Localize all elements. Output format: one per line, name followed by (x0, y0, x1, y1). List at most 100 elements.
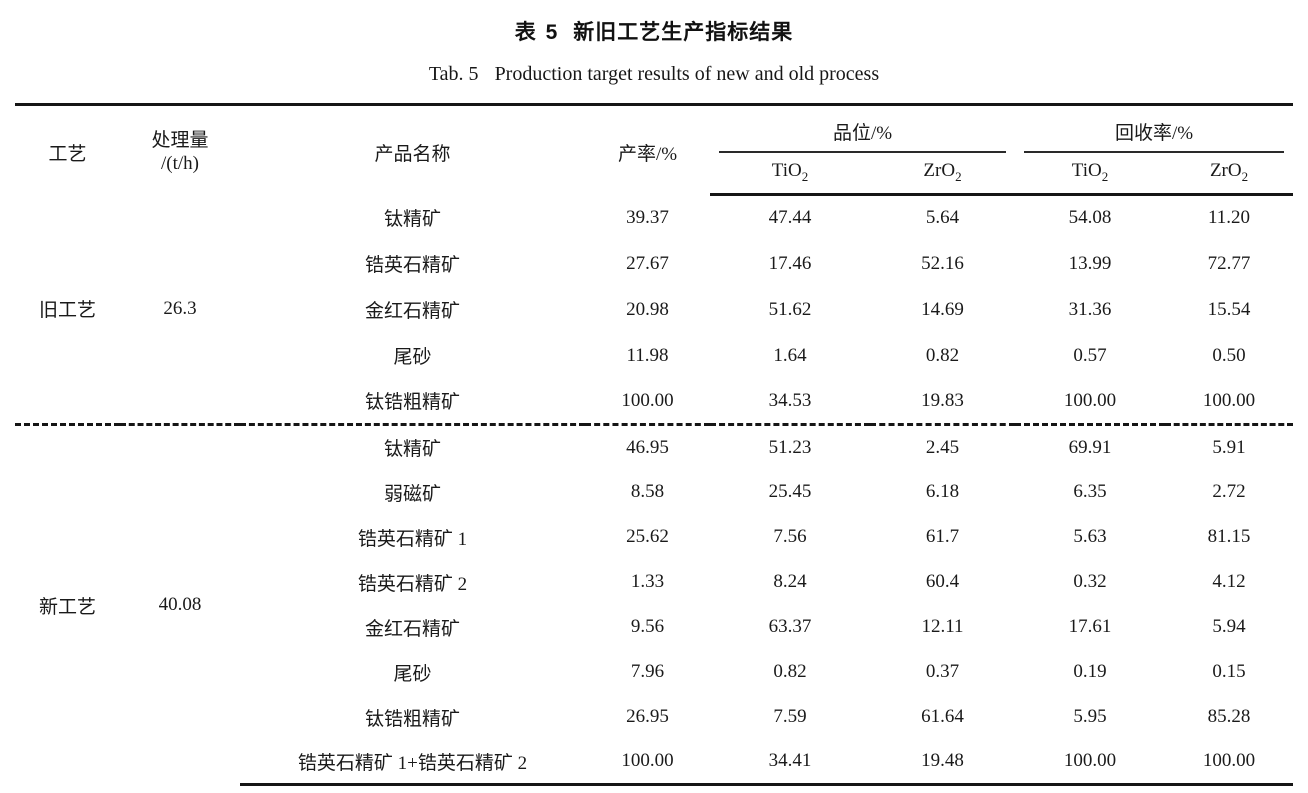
tio2-subscript: 2 (801, 169, 809, 185)
yield-value: 39.37 (626, 206, 669, 228)
yield-value: 100.00 (585, 739, 710, 786)
old-process-block: 旧工艺 26.3 钛精矿 39.37 47.44 5.64 54.08 11.2… (15, 195, 1293, 425)
production-results-table: 工艺 处理量 /(t/h) 产品名称 产率/% 品位/% 回收率/% TiO2 … (15, 103, 1294, 786)
tio2-formula: TiO (1071, 160, 1102, 182)
recovery-zro2-value: 81.15 (1207, 526, 1251, 547)
yield-value: 25.62 (626, 526, 669, 547)
recovery-zro2-value: 15.54 (1207, 298, 1251, 320)
tio2-formula: TiO (771, 160, 802, 182)
zro2-formula: ZrO (923, 160, 956, 182)
table-row: 钛锆粗精矿 100.00 34.53 19.83 100.00 100.00 (15, 379, 1293, 425)
grade-tio2-value: 34.41 (710, 739, 870, 786)
grade-zro2-value: 52.16 (921, 252, 964, 274)
col-header-recovery-tio2: TiO2 (1015, 152, 1166, 196)
recovery-tio2-value: 6.35 (1073, 481, 1107, 502)
recovery-zro2-value: 2.72 (1212, 481, 1246, 502)
yield-value: 9.56 (630, 616, 665, 637)
recovery-tio2-value: 5.95 (1073, 706, 1107, 727)
grade-tio2-value: 1.64 (773, 344, 807, 366)
recovery-zro2-value: 0.15 (1212, 661, 1246, 682)
recovery-zro2-value: 100.00 (1165, 739, 1294, 786)
yield-value: 20.98 (626, 298, 669, 320)
col-header-throughput: 处理量 /(t/h) (120, 105, 240, 195)
grade-zro2-value: 12.11 (921, 616, 964, 637)
recovery-zro2-value: 4.12 (1212, 571, 1246, 592)
recovery-zro2-value: 0.50 (1212, 344, 1246, 366)
table-title-en: Production target results of new and old… (494, 63, 880, 85)
product-name: 锆英石精矿 (364, 255, 460, 276)
col-header-recovery-zro2: ZrO2 (1165, 152, 1294, 196)
tio2-subscript: 2 (1101, 169, 1109, 185)
zro2-formula: ZrO (1209, 160, 1242, 182)
grade-tio2-value: 7.59 (773, 706, 807, 727)
table-row: 锆英石精矿 2 1.33 8.24 60.4 0.32 4.12 (15, 560, 1293, 605)
throughput-label-line2: /(t/h) (161, 153, 199, 175)
product-name: 钛精矿 (240, 423, 585, 470)
grade-tio2-value: 17.46 (768, 252, 812, 274)
recovery-tio2-value: 5.63 (1073, 526, 1107, 547)
grade-zro2-value: 6.18 (925, 481, 960, 502)
yield-value: 46.95 (585, 423, 710, 470)
product-name: 锆英石精矿 2 (357, 573, 468, 595)
col-header-product-name: 产品名称 (374, 143, 451, 165)
new-process-block: 新工艺 40.08 钛精矿 46.95 51.23 2.45 69.91 5.9… (15, 423, 1294, 786)
grade-tio2-value: 34.53 (768, 389, 812, 411)
yield-value: 7.96 (630, 661, 665, 682)
throughput-old: 26.3 (163, 297, 197, 319)
col-header-process: 工艺 (48, 143, 87, 165)
product-name: 钛锆粗精矿 (364, 708, 460, 730)
recovery-tio2-value: 0.19 (1073, 661, 1107, 682)
grade-zro2-value: 61.7 (925, 526, 960, 547)
table-row: 弱磁矿 8.58 25.45 6.18 6.35 2.72 (15, 470, 1293, 515)
grade-tio2-value: 47.44 (768, 207, 812, 229)
product-name: 钛锆粗精矿 (364, 392, 460, 414)
grade-zro2-value: 61.64 (921, 706, 964, 727)
table-row: 锆英石精矿 27.67 17.46 52.16 13.99 72.77 (15, 241, 1293, 287)
grade-zro2-value: 60.4 (925, 571, 960, 592)
grade-zro2-value: 0.82 (925, 344, 960, 366)
col-header-grade-zro2: ZrO2 (870, 152, 1016, 196)
yield-value: 1.33 (630, 571, 665, 592)
zro2-subscript: 2 (955, 169, 962, 185)
grade-tio2-value: 8.24 (773, 571, 807, 592)
grade-tio2-value: 25.45 (768, 481, 812, 502)
product-name: 锆英石精矿 1 (357, 528, 468, 550)
recovery-zro2-value: 100.00 (1202, 389, 1256, 411)
recovery-tio2-value: 0.32 (1073, 571, 1107, 592)
yield-value: 26.95 (626, 706, 669, 727)
grade-zro2-value: 19.83 (921, 389, 964, 411)
grade-zro2-value: 19.48 (870, 739, 1016, 786)
grade-zro2-value: 2.45 (870, 423, 1016, 470)
recovery-tio2-value: 0.57 (1073, 344, 1107, 366)
zro2-subscript: 2 (1241, 169, 1249, 185)
recovery-tio2-value: 13.99 (1068, 252, 1112, 274)
recovery-tio2-value: 69.91 (1015, 423, 1166, 470)
table-header: 工艺 处理量 /(t/h) 产品名称 产率/% 品位/% 回收率/% TiO2 … (15, 105, 1294, 196)
table-row: 旧工艺 26.3 钛精矿 39.37 47.44 5.64 54.08 11.2… (15, 195, 1293, 322)
process-name-old: 旧工艺 (38, 300, 96, 322)
yield-value: 27.67 (626, 252, 669, 274)
col-header-grade-tio2: TiO2 (710, 152, 870, 196)
recovery-tio2-value: 100.00 (1063, 389, 1117, 411)
table-row: 金红石精矿 9.56 63.37 12.11 17.61 5.94 (15, 605, 1293, 650)
throughput-new: 40.08 (120, 423, 240, 785)
grade-tio2-value: 51.23 (710, 423, 870, 470)
product-name: 尾砂 (393, 347, 432, 368)
yield-value: 100.00 (621, 389, 674, 411)
table-row: 锆英石精矿 1 25.62 7.56 61.7 5.63 81.15 (15, 515, 1293, 560)
recovery-tio2-value: 17.61 (1068, 616, 1112, 637)
table-row: 钛锆粗精矿 26.95 7.59 61.64 5.95 85.28 (15, 695, 1293, 740)
recovery-tio2-value: 54.08 (1068, 207, 1112, 229)
recovery-zro2-value: 72.77 (1207, 252, 1251, 274)
recovery-zro2-value: 11.20 (1208, 207, 1251, 229)
table-row: 尾砂 11.98 1.64 0.82 0.57 0.50 (15, 333, 1293, 379)
grade-tio2-value: 7.56 (773, 526, 807, 547)
table-number-en: Tab. 5 (428, 63, 479, 85)
recovery-zro2-value: 5.94 (1212, 616, 1246, 637)
col-group-grade: 品位/% (710, 105, 1015, 153)
table-row: 新工艺 40.08 钛精矿 46.95 51.23 2.45 69.91 5.9… (15, 423, 1294, 785)
grade-zro2-value: 0.37 (925, 661, 960, 682)
process-name-new: 新工艺 (15, 423, 120, 785)
yield-value: 8.58 (630, 481, 665, 502)
grade-tio2-value: 0.82 (773, 661, 807, 682)
